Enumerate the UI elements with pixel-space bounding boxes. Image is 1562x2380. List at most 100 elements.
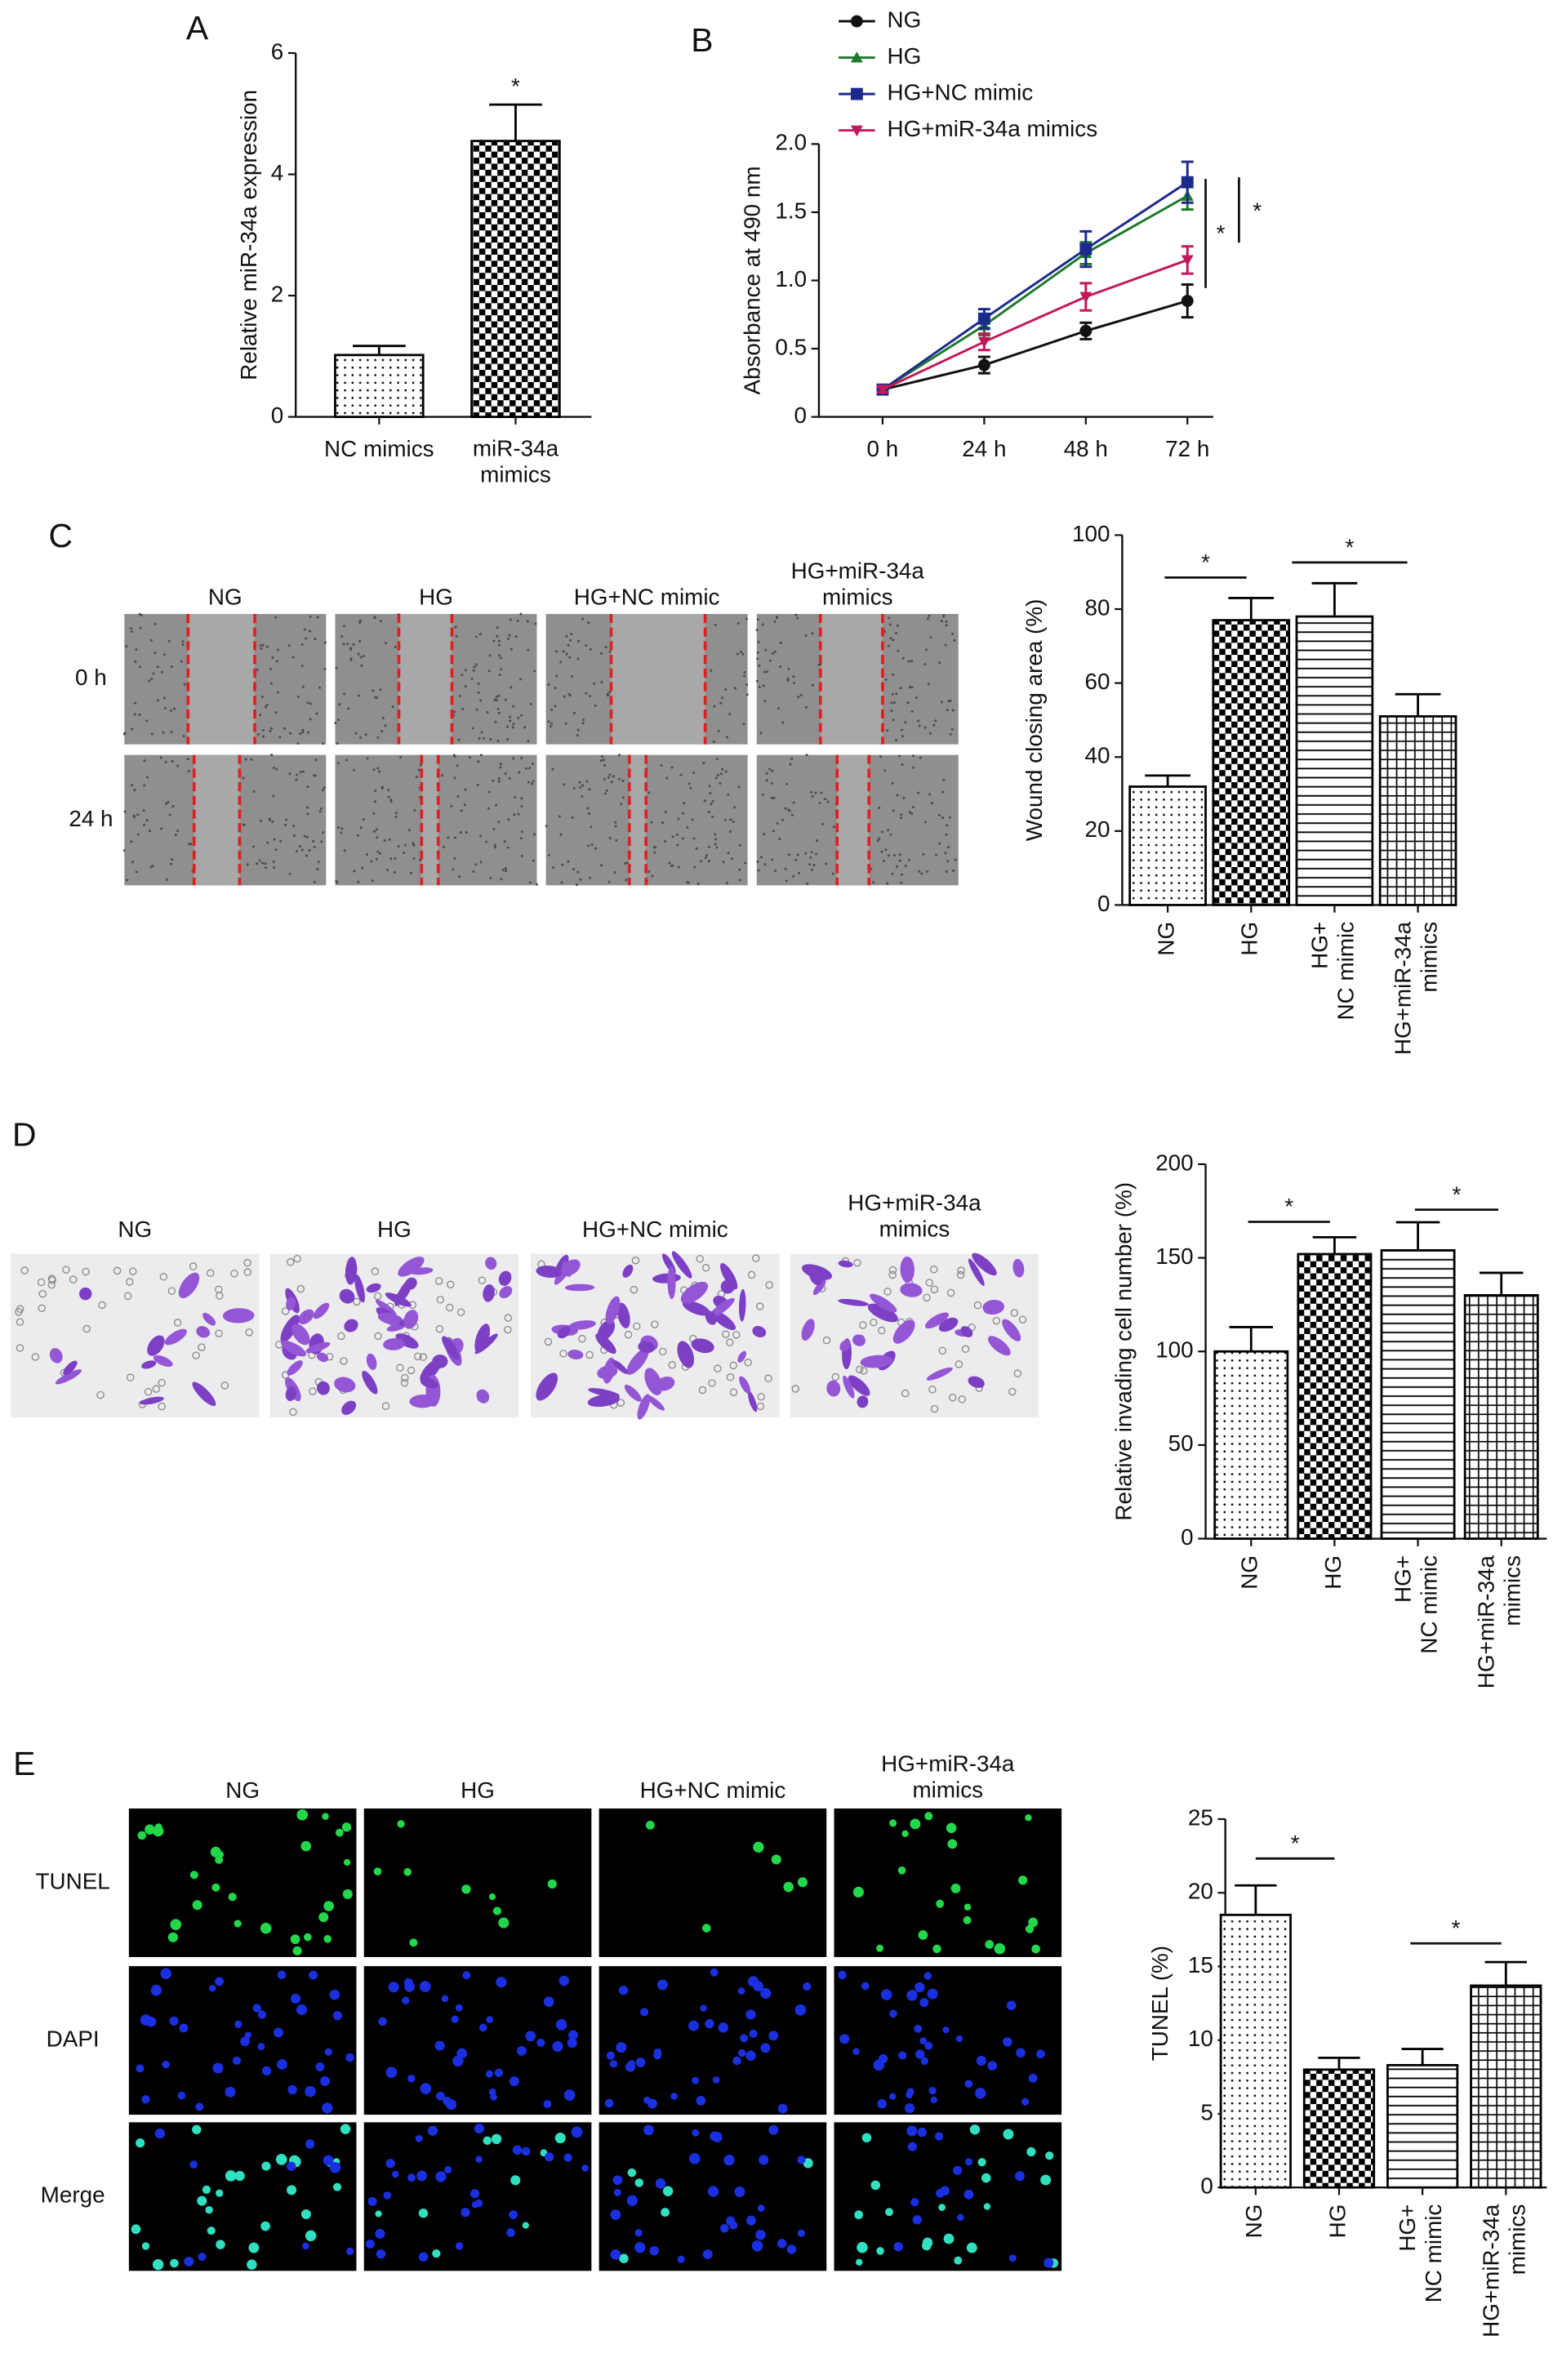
speck	[945, 870, 948, 874]
speck	[161, 670, 164, 674]
cell	[536, 1372, 558, 1401]
speck	[271, 656, 274, 659]
speck	[900, 881, 903, 884]
nucleus	[563, 2153, 572, 2162]
nucleus	[558, 1975, 570, 1986]
speck	[941, 816, 945, 819]
nucleus	[876, 2247, 884, 2255]
column-label: NG	[118, 1217, 152, 1242]
nucleus	[536, 2038, 545, 2048]
speck	[256, 669, 259, 671]
speck	[946, 709, 949, 712]
speck	[670, 864, 673, 867]
speck	[901, 873, 903, 876]
nucleus	[981, 2173, 991, 2183]
gap	[629, 754, 647, 886]
speck	[527, 740, 530, 743]
speck	[600, 864, 603, 867]
speck	[898, 859, 901, 862]
speck	[372, 768, 376, 772]
cell	[305, 1341, 331, 1354]
nucleus	[418, 2252, 429, 2262]
error-bar	[1312, 1235, 1357, 1255]
nucleus	[486, 2016, 494, 2023]
speck	[558, 815, 561, 818]
nucleus	[391, 2170, 399, 2178]
speck	[264, 705, 267, 709]
nucleus	[943, 2233, 955, 2244]
nucleus	[252, 2004, 261, 2013]
error-bar	[1311, 581, 1358, 617]
speck	[571, 816, 574, 819]
pore	[287, 1258, 295, 1266]
speck	[143, 759, 146, 763]
speck	[590, 825, 593, 829]
speck	[316, 616, 319, 619]
speck	[664, 840, 667, 843]
pore	[189, 1262, 198, 1270]
nucleus	[320, 2075, 331, 2086]
speck	[948, 816, 951, 819]
speck	[168, 813, 171, 816]
nucleus	[1008, 2254, 1017, 2262]
speck	[601, 755, 604, 758]
speck	[923, 821, 927, 824]
cell	[344, 1319, 358, 1332]
text-line: NC mimic	[1333, 922, 1359, 1021]
speck	[671, 835, 674, 839]
speck	[380, 729, 384, 732]
speck	[135, 648, 138, 652]
speck	[456, 795, 460, 798]
speck	[554, 705, 557, 708]
point	[1181, 176, 1194, 189]
speck	[465, 830, 468, 834]
cell	[334, 1377, 356, 1393]
nucleus	[192, 1900, 202, 1911]
speck	[122, 849, 126, 852]
speck	[733, 687, 736, 690]
speck	[670, 766, 674, 769]
cell	[341, 1400, 357, 1415]
speck	[148, 830, 151, 833]
speck	[581, 784, 585, 787]
nucleus	[189, 1871, 198, 1880]
nucleus	[1036, 2049, 1045, 2059]
nucleus	[710, 2131, 719, 2142]
y-tick-label: 40	[1085, 743, 1110, 768]
speck	[585, 780, 589, 783]
speck	[561, 863, 564, 866]
speck	[476, 783, 479, 786]
speck	[910, 660, 914, 663]
speck	[892, 638, 895, 642]
nucleus	[994, 1943, 1006, 1955]
significance-label: *	[1217, 220, 1226, 246]
nucleus	[910, 1818, 921, 1830]
speck	[145, 819, 149, 822]
speck	[129, 627, 132, 630]
speck	[505, 870, 508, 873]
speck	[342, 643, 345, 646]
speck	[504, 867, 507, 870]
gap	[188, 613, 256, 745]
pore	[192, 1351, 200, 1359]
speck	[707, 860, 710, 863]
speck	[952, 869, 955, 872]
speck	[131, 784, 134, 787]
speck	[593, 682, 596, 685]
y-tick-label: 80	[1085, 594, 1110, 620]
nucleus	[212, 2062, 224, 2074]
pore	[447, 1280, 455, 1288]
speck	[517, 812, 520, 816]
speck	[798, 871, 801, 874]
cell	[63, 1360, 78, 1376]
text-line: HG+miR-34a	[1474, 1555, 1499, 1688]
pore	[822, 1336, 831, 1345]
nucleus	[323, 1935, 332, 1943]
image-bg	[363, 1966, 592, 2115]
nucleus	[521, 2146, 531, 2156]
nucleus	[705, 2018, 714, 2029]
image-bg	[834, 1966, 1062, 2115]
speck	[468, 756, 471, 759]
speck	[941, 790, 945, 794]
speck	[372, 689, 375, 692]
